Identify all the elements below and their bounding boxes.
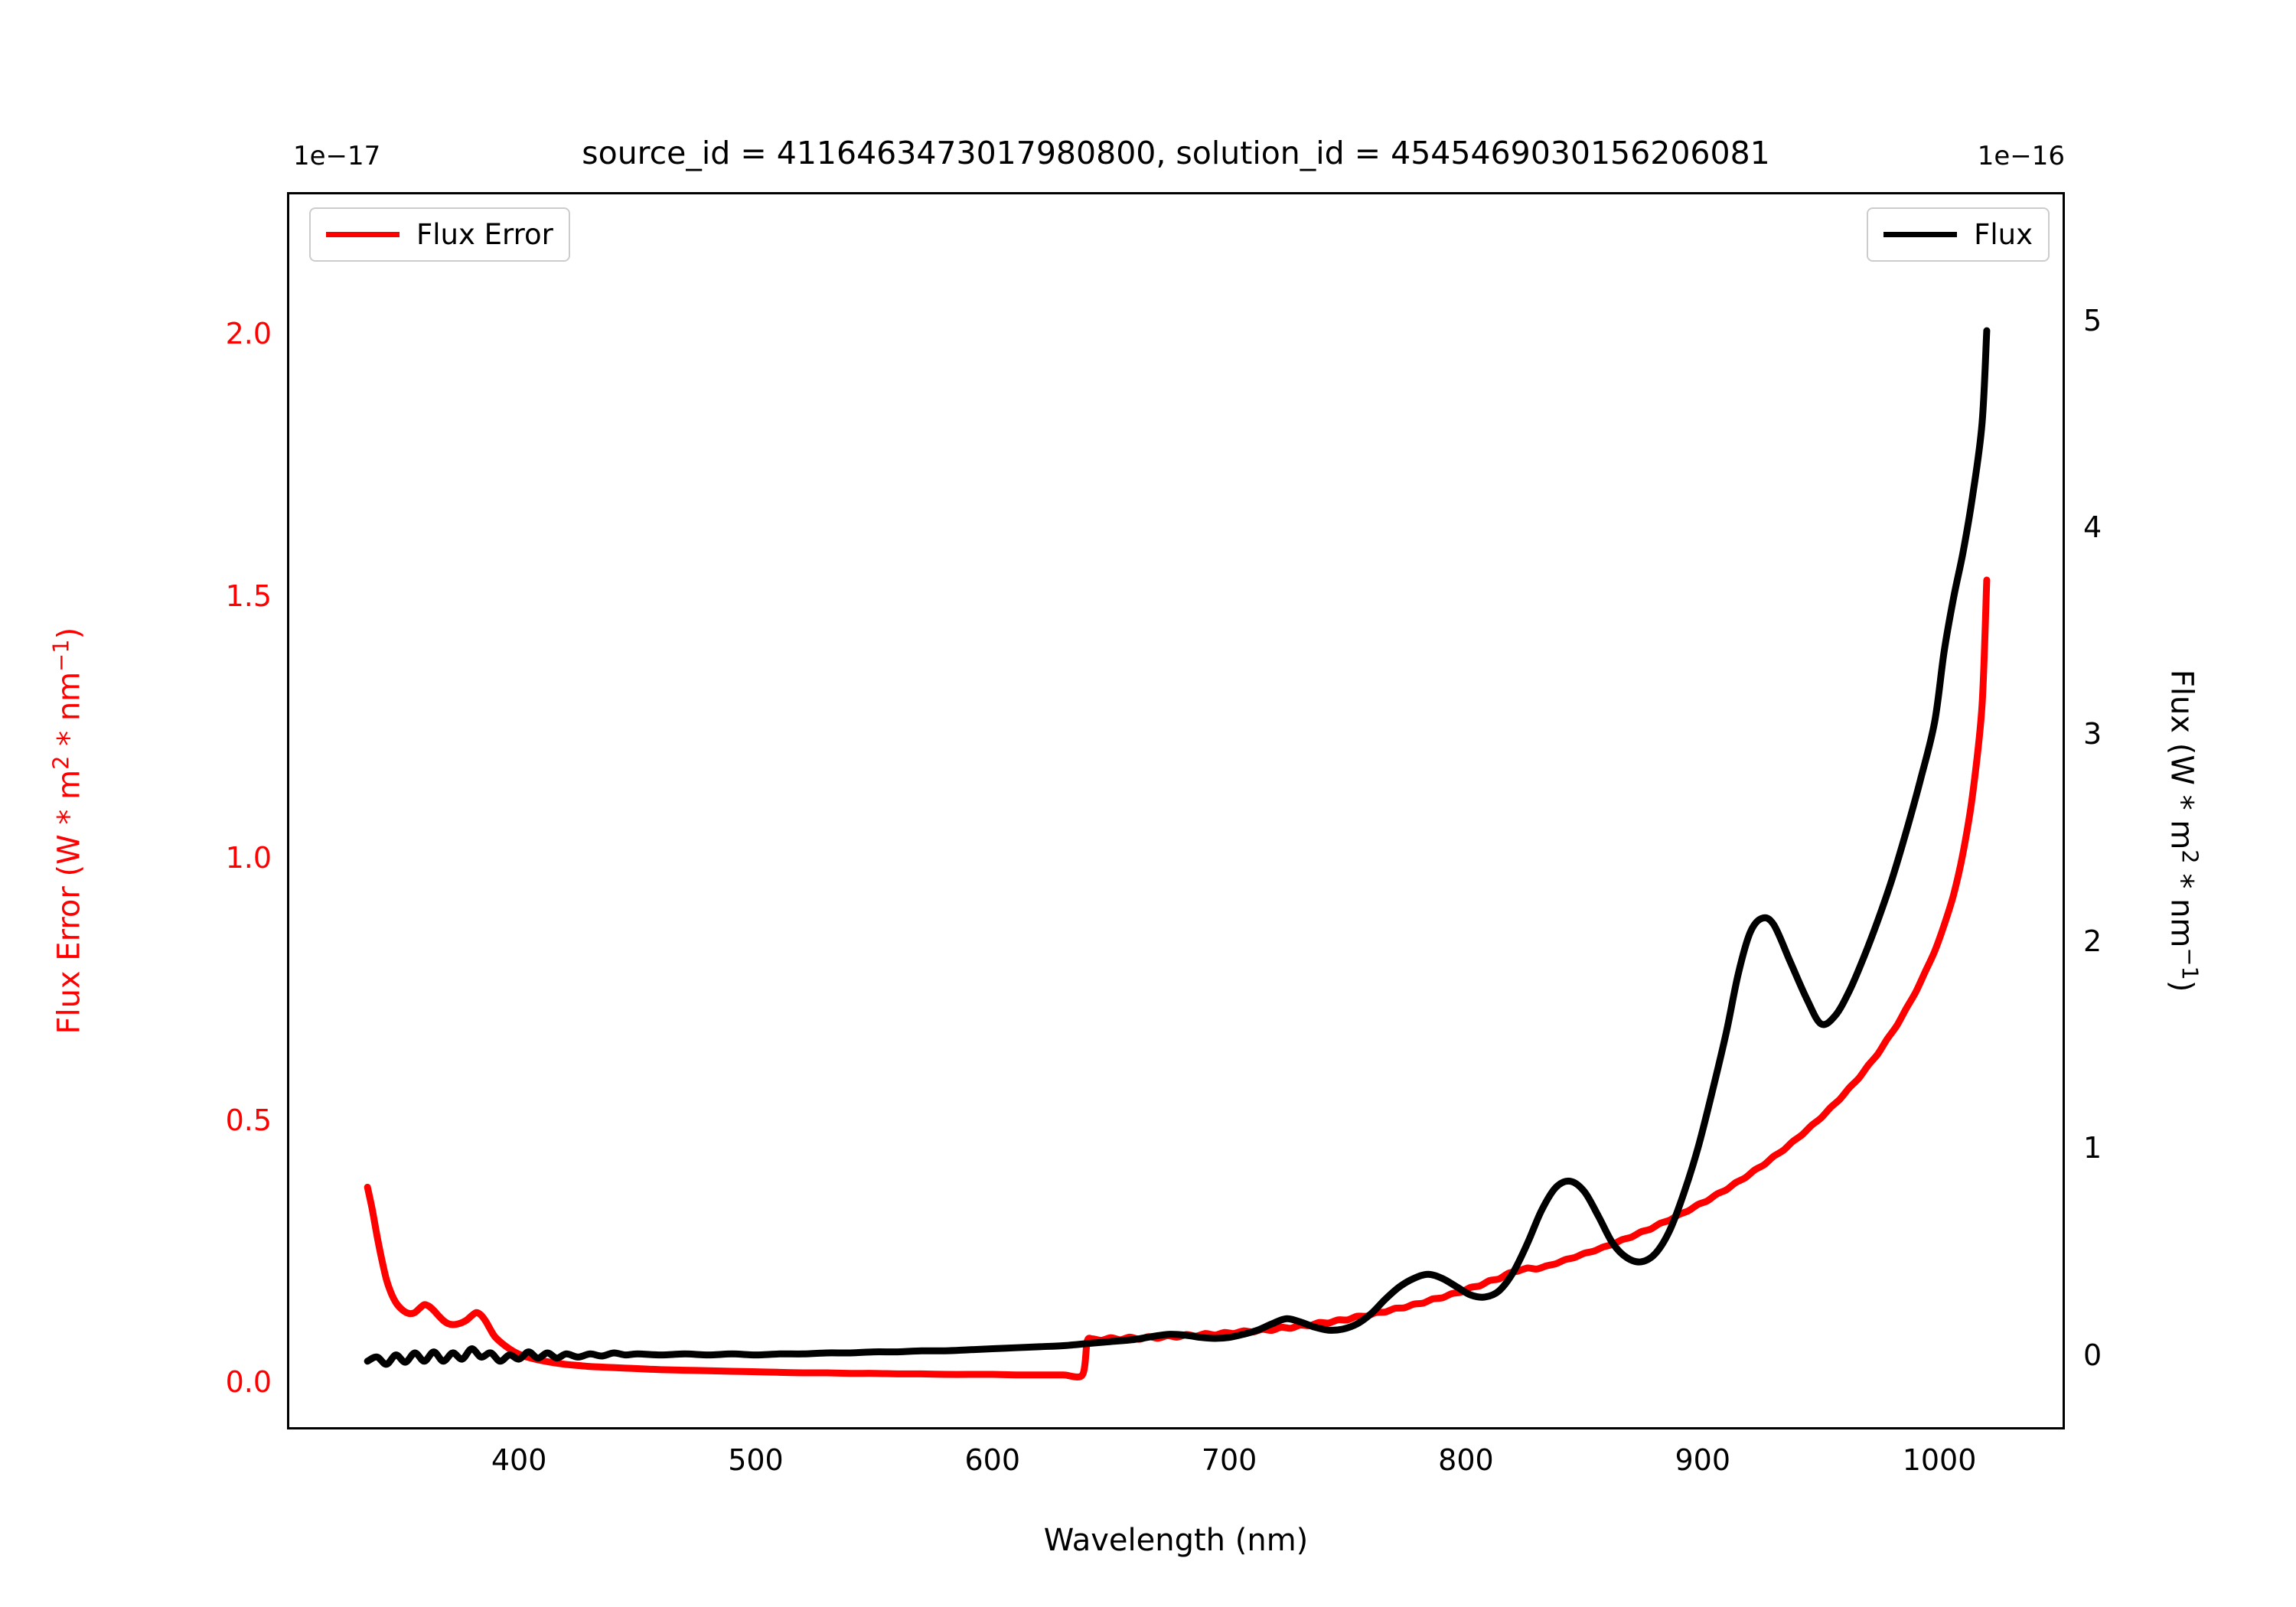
left-y-axis-label-text: Flux Error (W * m [51,769,87,1035]
left-y-axis-label-mid: * nm [51,671,87,756]
right-y-axis-label-tail: ) [2164,980,2200,993]
y-left-tick-label: 0.0 [225,1365,272,1400]
y-left-tick-label: 1.0 [225,841,272,875]
x-tick-label: 1000 [1902,1443,1977,1477]
left-y-axis-label-tail: ) [51,627,87,640]
left-y-axis-label-sup1: 2 [47,755,74,770]
x-tick-label: 800 [1438,1443,1494,1477]
y-right-tick-label: 3 [2083,717,2102,751]
left-y-axis-label-sup2: −1 [47,639,74,672]
right-y-axis-label-sup2: −1 [2177,947,2203,980]
left-y-axis-label: Flux Error (W * m2 * nm−1) [47,563,86,1099]
x-tick-label: 900 [1675,1443,1730,1477]
legend-swatch-flux-error [326,232,400,237]
x-axis-label: Wavelength (nm) [1043,1523,1309,1558]
y-right-tick-label: 0 [2083,1338,2102,1372]
legend-flux-error[interactable]: Flux Error [309,207,570,262]
y-right-tick-label: 5 [2083,303,2102,337]
legend-label-flux-error: Flux Error [416,218,553,251]
x-tick-label: 700 [1201,1443,1257,1477]
axes-frame [287,192,2065,1429]
line-flux [364,327,1991,1368]
legend-swatch-flux [1883,232,1958,237]
line-flux-error [364,576,1991,1380]
y-left-tick-label: 1.5 [225,579,272,613]
y-right-tick-label: 1 [2083,1131,2102,1165]
y-right-tick-label: 4 [2083,510,2102,545]
right-y-axis-label-mid: * nm [2164,863,2200,948]
left-axis-offset-text: 1e−17 [293,141,381,171]
tick-marks-layer [287,321,2065,1429]
legend-label-flux: Flux [1974,218,2033,251]
plot-title: source_id = 4116463473017980800, solutio… [582,135,1770,171]
right-y-axis-label-text: Flux (W * m [2164,669,2200,850]
x-tick-label: 400 [491,1443,547,1477]
x-tick-label: 600 [964,1443,1021,1477]
right-y-axis-label: Flux (W * m2 * nm−1) [2164,563,2203,1099]
right-axis-offset-text: 1e−16 [1977,141,2065,171]
y-right-tick-label: 2 [2083,924,2102,958]
y-left-tick-label: 2.0 [225,316,272,350]
x-tick-label: 500 [728,1443,784,1477]
plot-canvas [287,321,2065,1429]
legend-flux[interactable]: Flux [1867,207,2050,262]
y-left-tick-label: 0.5 [225,1103,272,1137]
right-y-axis-label-sup1: 2 [2177,849,2203,864]
